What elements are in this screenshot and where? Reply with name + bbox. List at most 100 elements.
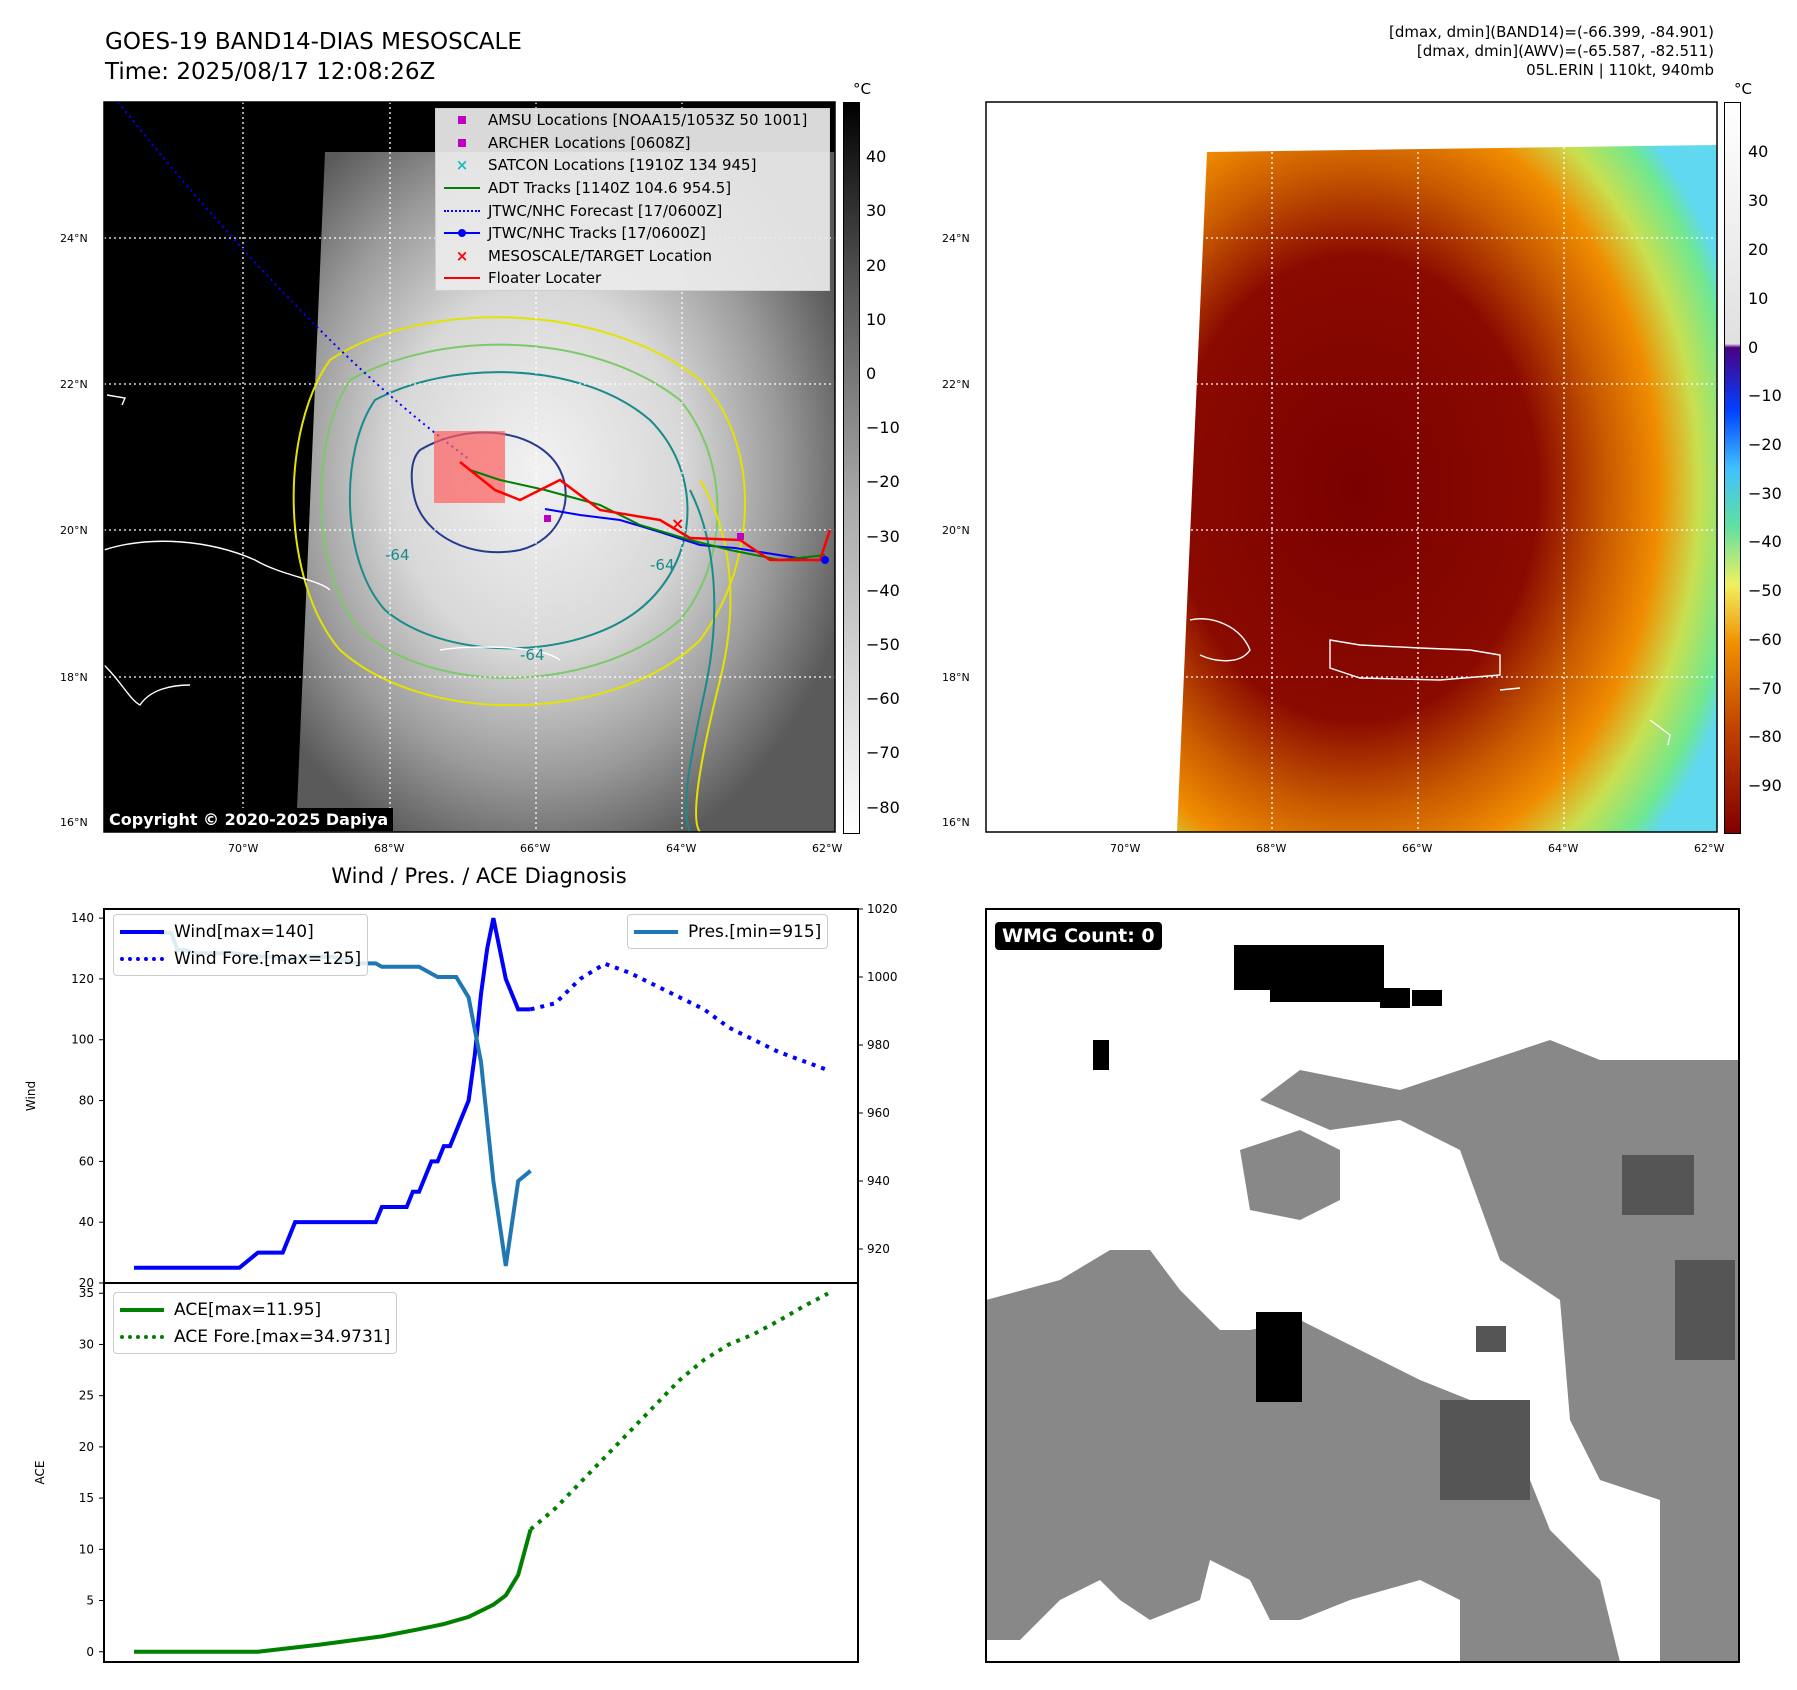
lon-label: 62°W <box>1694 842 1725 855</box>
title-line-1: GOES-19 BAND14-DIAS MESOSCALE <box>105 29 522 55</box>
ace-tick-label: 15 <box>79 1491 94 1505</box>
ace-forecast-line <box>529 1291 829 1531</box>
x-marker-icon: × <box>455 156 469 175</box>
contour-inner <box>348 371 689 650</box>
colorbar-right-tick: 30 <box>1748 191 1769 210</box>
line-dot-icon <box>442 226 482 240</box>
awv-map <box>985 101 1718 833</box>
contour-label: -64 <box>650 556 675 574</box>
wind-tick-label: 140 <box>71 911 94 925</box>
lat-label: 24°N <box>60 232 88 245</box>
lon-label: 64°W <box>666 842 697 855</box>
colorbar-left-tick: −30 <box>866 527 900 546</box>
colorbar-right-tick: −50 <box>1748 581 1782 600</box>
awv-frame <box>985 101 1718 833</box>
wind-tick-label: 120 <box>71 972 94 986</box>
wmg-count-badge: WMG Count: 0 <box>995 922 1162 950</box>
archer-marker <box>737 533 744 540</box>
coastline <box>104 394 561 706</box>
contour-mid <box>320 343 719 679</box>
map-legend: AMSU Locations [NOAA15/1053Z 50 1001] AR… <box>435 108 830 291</box>
pressure-tick-label: 1020 <box>867 902 898 916</box>
pressure-tick-label: 1000 <box>867 970 898 984</box>
contour-outer <box>292 316 746 707</box>
copyright-label: Copyright © 2020-2025 Dapiya <box>104 808 394 831</box>
legend-item: ACE[max=11.95] <box>120 1296 390 1323</box>
lon-label: 66°W <box>1402 842 1433 855</box>
lat-label: 18°N <box>942 671 970 684</box>
wind-axis-label: Wind <box>24 1081 38 1111</box>
colorbar-left-tick: −20 <box>866 472 900 491</box>
colorbar-left <box>843 102 860 834</box>
square-marker-icon <box>442 136 482 150</box>
wmg-black-region <box>1093 945 1442 1402</box>
ace-tick-label: 30 <box>79 1337 94 1351</box>
figure-title: GOES-19 BAND14-DIAS MESOSCALE Time: 2025… <box>105 27 522 87</box>
colorbar-left-tick: −70 <box>866 743 900 762</box>
lon-label: 66°W <box>520 842 551 855</box>
wind-tick-label: 40 <box>79 1215 94 1229</box>
contour-label: -64 <box>520 646 545 664</box>
lat-label: 18°N <box>60 671 88 684</box>
colorbar-right-tick: −20 <box>1748 435 1782 454</box>
wmg-dark-region <box>1440 1155 1735 1500</box>
solid-line-icon <box>120 1307 164 1312</box>
band14-range: [dmax, dmin](BAND14)=(-66.399, -84.901) <box>1389 23 1714 41</box>
colorbar-left-tick: −80 <box>866 798 900 817</box>
line-icon <box>442 271 482 285</box>
colorbar-left-tick: 0 <box>866 364 877 383</box>
legend-item: JTWC/NHC Forecast [17/0600Z] <box>436 199 829 222</box>
colorbar-right-tick: −40 <box>1748 532 1782 551</box>
lat-label: 20°N <box>942 524 970 537</box>
colorbar-right-tick: −30 <box>1748 484 1782 503</box>
pressure-legend: Pres.[min=915] <box>627 914 829 949</box>
dotted-line-icon <box>442 204 482 218</box>
title-line-2: Time: 2025/08/17 12:08:26Z <box>105 59 436 85</box>
lon-label: 64°W <box>1548 842 1579 855</box>
colorbar-left-tick: 40 <box>866 147 887 166</box>
pressure-tick-label: 940 <box>867 1174 890 1188</box>
solid-line-icon <box>634 929 678 934</box>
ace-tick-label: 35 <box>79 1286 94 1300</box>
wind-tick-label: 60 <box>79 1154 94 1168</box>
legend-item: AMSU Locations [NOAA15/1053Z 50 1001] <box>436 109 829 132</box>
colorbar-left-tick: −10 <box>866 418 900 437</box>
colorbar-left-tick: −40 <box>866 581 900 600</box>
legend-item: ADT Tracks [1140Z 104.6 954.5] <box>436 177 829 200</box>
ace-tick-label: 20 <box>79 1440 94 1454</box>
legend-item: JTWC/NHC Tracks [17/0600Z] <box>436 222 829 245</box>
colorbar-left-tick: −60 <box>866 689 900 708</box>
dotted-line-icon <box>120 1334 164 1339</box>
contour-label: -64 <box>385 546 410 564</box>
lat-label: 24°N <box>942 232 970 245</box>
wind-tick-label: 20 <box>79 1276 94 1290</box>
colorbar-right <box>1724 102 1741 834</box>
wmg-gray-region <box>986 1040 1739 1662</box>
x-marker-icon: × <box>455 246 469 265</box>
square-marker-icon <box>442 113 482 127</box>
contour-core <box>410 431 567 554</box>
storm-name: 05L.ERIN | 110kt, 940mb <box>1526 61 1714 79</box>
lon-label: 68°W <box>374 842 405 855</box>
pressure-tick-label: 980 <box>867 1038 890 1052</box>
colorbar-left-tick: −50 <box>866 635 900 654</box>
lat-label: 22°N <box>60 378 88 391</box>
colorbar-left-tick: 30 <box>866 201 887 220</box>
colorbar-right-tick: −60 <box>1748 630 1782 649</box>
colorbar-right-tick: 20 <box>1748 240 1769 259</box>
colorbar-left-tick: 10 <box>866 310 887 329</box>
colorbar-right-tick: −10 <box>1748 386 1782 405</box>
ace-tick-label: 0 <box>86 1645 94 1659</box>
nhc-track-point <box>821 556 829 564</box>
wind-tick-label: 80 <box>79 1094 94 1108</box>
ace-tick-label: 25 <box>79 1389 94 1403</box>
wmg-frame <box>985 908 1740 1663</box>
legend-item: Floater Locater <box>436 267 829 290</box>
pressure-tick-label: 920 <box>867 1242 890 1256</box>
lat-label: 22°N <box>942 378 970 391</box>
chart-title: Wind / Pres. / ACE Diagnosis <box>331 864 627 888</box>
legend-item: × MESOSCALE/TARGET Location <box>436 245 829 268</box>
lon-label: 68°W <box>1256 842 1287 855</box>
lat-label: 16°N <box>942 816 970 829</box>
